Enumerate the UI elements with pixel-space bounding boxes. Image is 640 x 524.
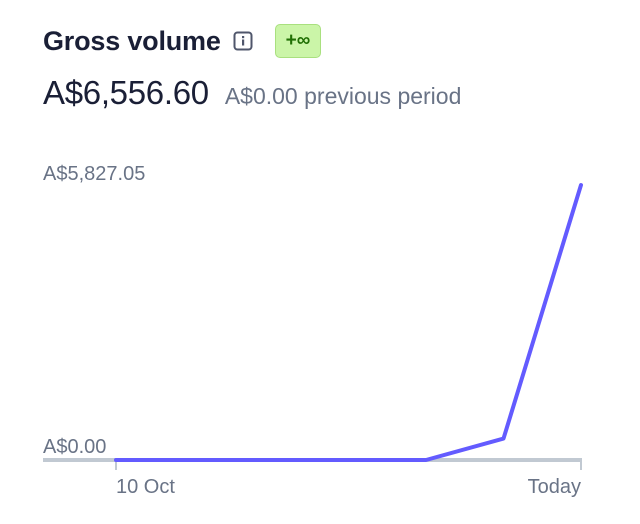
x-tick-label-end: Today — [528, 476, 581, 498]
info-icon[interactable] — [233, 31, 253, 51]
previous-amount: A$0.00 previous period — [224, 83, 462, 109]
amount-summary: A$6,556.60 A$0.00 previous period — [43, 74, 461, 112]
y-tick-label-max: A$5,827.05 — [43, 163, 145, 185]
x-tick-label-start: 10 Oct — [116, 476, 175, 498]
chart-title: Gross volume — [43, 25, 221, 56]
series-line — [114, 183, 583, 462]
y-tick-label-min: A$0.00 — [43, 436, 106, 458]
current-amount: A$6,556.60 — [43, 74, 209, 111]
chart-header: Gross volume +∞ — [43, 22, 322, 60]
change-badge: +∞ — [274, 24, 322, 58]
